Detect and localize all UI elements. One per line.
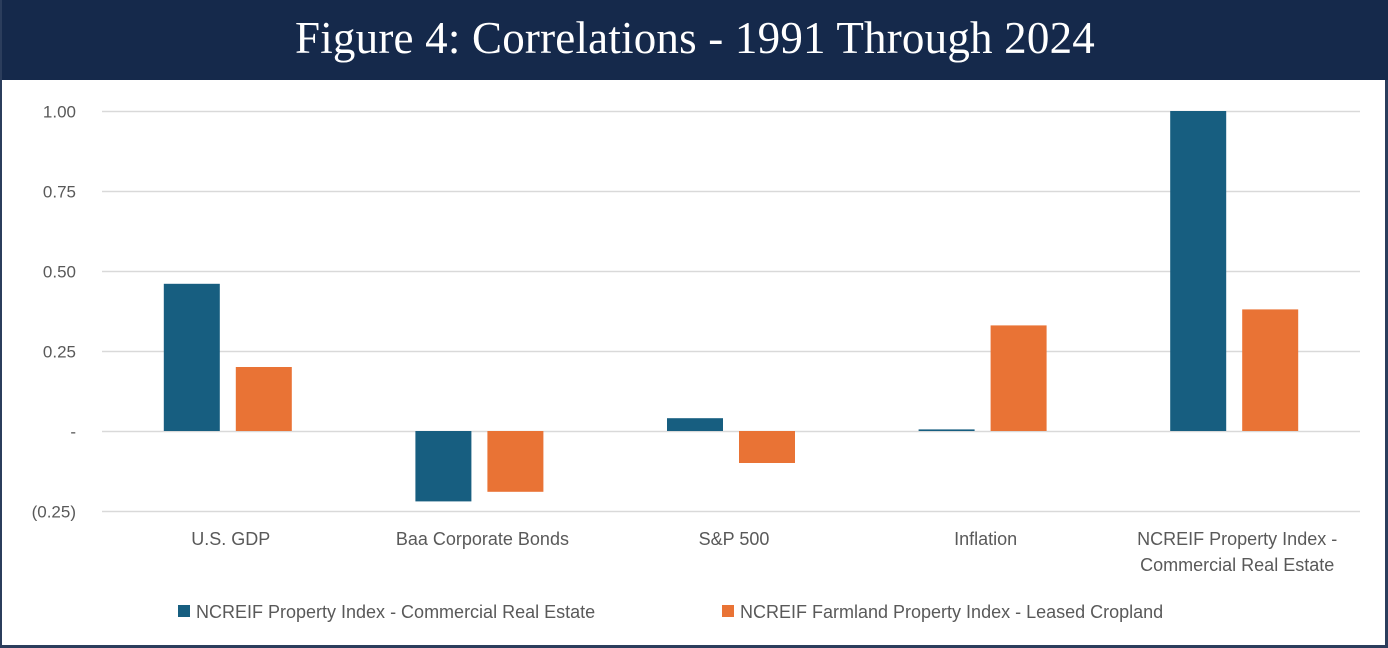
bar-leased-cropland: [1242, 309, 1299, 431]
bar-leased-cropland: [487, 431, 544, 492]
legend: NCREIF Property Index - Commercial Real …: [178, 602, 1163, 622]
figure-header: Figure 4: Correlations - 1991 Through 20…: [2, 0, 1388, 80]
y-tick-label: 0.50: [43, 263, 76, 282]
legend-swatch: [178, 605, 190, 617]
y-tick-label: (0.25): [32, 503, 76, 522]
bar-commercial-real-estate: [415, 431, 472, 502]
bar-commercial-real-estate: [667, 418, 723, 431]
bar-leased-cropland: [235, 367, 292, 431]
bar-leased-cropland: [739, 431, 795, 463]
y-tick-label: -: [70, 423, 76, 442]
y-axis-ticks: 1.00 0.75 0.50 0.25 - (0.25): [32, 103, 76, 522]
legend-label: NCREIF Farmland Property Index - Leased …: [740, 602, 1163, 622]
x-category-label: Commercial Real Estate: [1140, 555, 1334, 575]
y-tick-label: 0.75: [43, 183, 76, 202]
x-category-label: U.S. GDP: [191, 529, 270, 549]
legend-label: NCREIF Property Index - Commercial Real …: [196, 602, 595, 622]
y-tick-label: 1.00: [43, 103, 76, 122]
legend-swatch: [722, 605, 734, 617]
x-category-label: NCREIF Property Index -: [1137, 529, 1337, 549]
x-axis-labels: U.S. GDP Baa Corporate Bonds S&P 500 Inflat…: [191, 529, 1337, 575]
gridlines: [102, 110, 1360, 513]
bar-commercial-real-estate: [1170, 111, 1227, 431]
bars: [163, 111, 1299, 502]
x-category-label: Inflation: [954, 529, 1017, 549]
figure-title: Figure 4: Correlations - 1991 Through 20…: [295, 12, 1095, 63]
bar-commercial-real-estate: [163, 283, 220, 431]
x-category-label: S&P 500: [699, 529, 770, 549]
x-category-label: Baa Corporate Bonds: [396, 529, 569, 549]
bar-leased-cropland: [990, 325, 1047, 431]
bar-commercial-real-estate: [918, 429, 975, 431]
y-tick-label: 0.25: [43, 343, 76, 362]
